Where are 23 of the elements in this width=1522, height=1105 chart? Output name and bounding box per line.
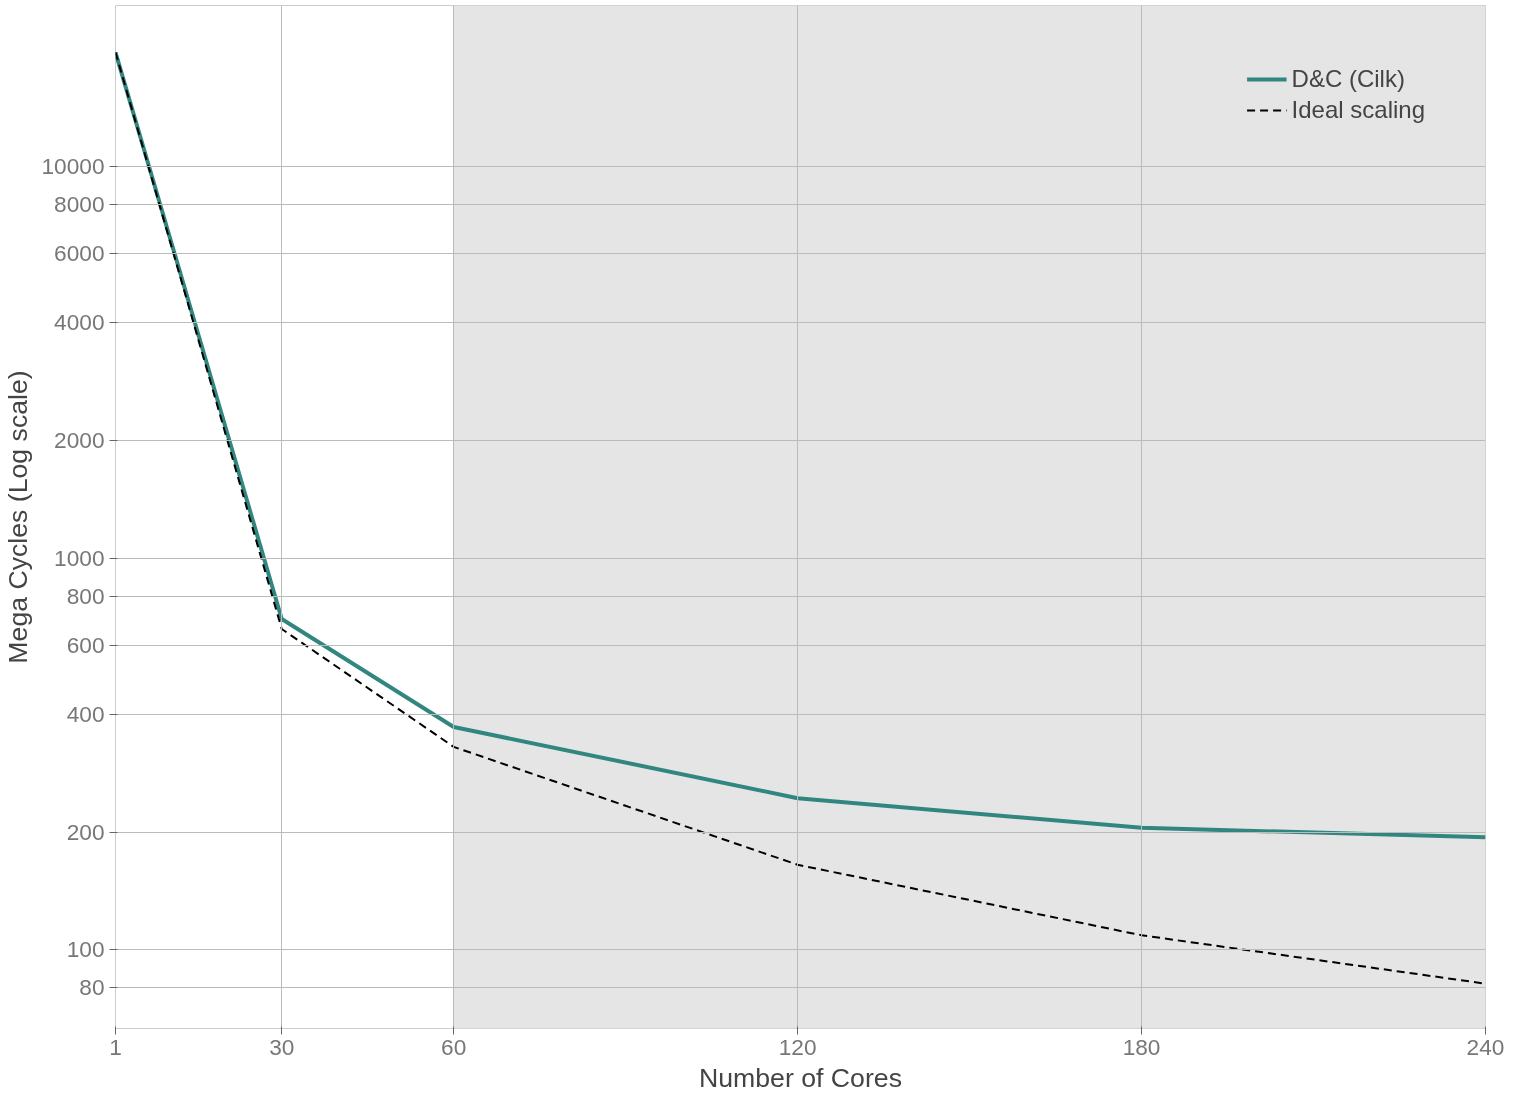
y-axis-title: Mega Cycles (Log scale) <box>3 370 34 664</box>
line-series <box>115 50 1486 840</box>
x-axis-title: Number of Cores <box>699 1062 902 1093</box>
x-tick-label: 240 <box>1466 1033 1505 1060</box>
y-tick-label: 4000 <box>54 309 105 336</box>
y-tick-label: 100 <box>66 936 105 963</box>
y-tick-label: 6000 <box>54 240 105 267</box>
y-tick-label: 80 <box>79 974 105 1001</box>
legend-label: D&C (Cilk) <box>1291 65 1405 93</box>
y-tick-label: 200 <box>66 818 105 845</box>
y-tick-label: 600 <box>66 631 105 658</box>
x-tick-label: 30 <box>269 1033 295 1060</box>
legend-label: Ideal scaling <box>1291 96 1425 124</box>
x-tick-label: 60 <box>441 1033 467 1060</box>
x-tick-label: 120 <box>778 1033 817 1060</box>
y-tick-label: 2000 <box>54 426 105 453</box>
y-tick-label: 400 <box>66 700 105 727</box>
y-tick-label: 800 <box>66 582 105 609</box>
x-tick-label: 180 <box>1122 1033 1161 1060</box>
y-tick-label: 8000 <box>54 191 105 218</box>
x-tick-label: 1 <box>109 1033 122 1060</box>
y-tick-label: 10000 <box>41 153 105 180</box>
y-tick-label: 1000 <box>54 544 105 571</box>
